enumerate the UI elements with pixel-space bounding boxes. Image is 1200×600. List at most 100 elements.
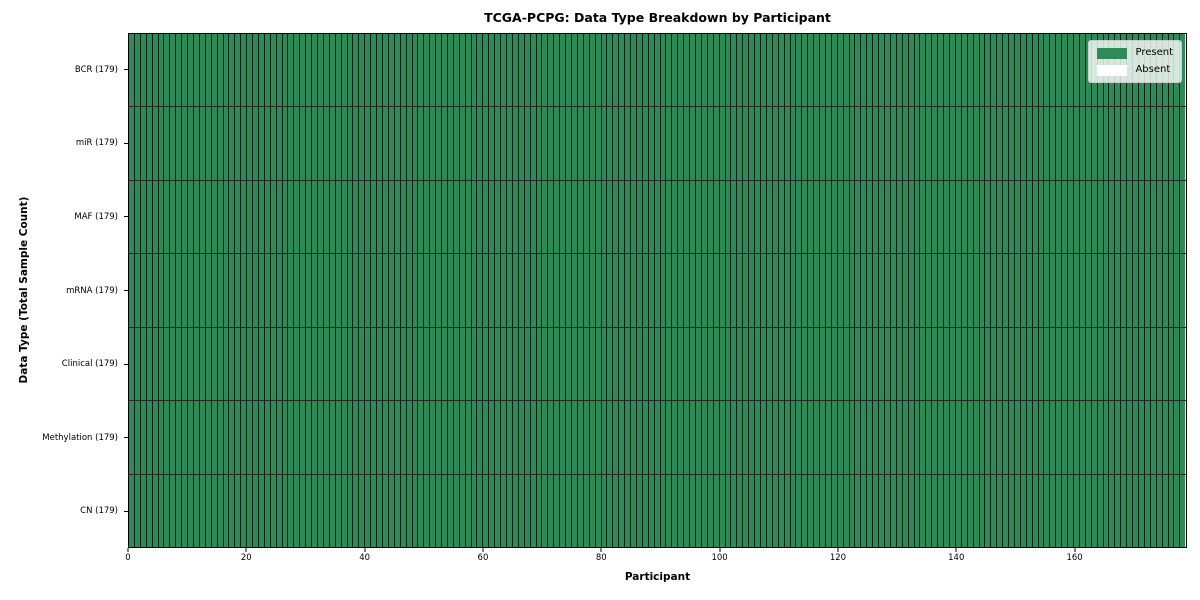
heatmap-cell [322,327,329,401]
heatmap-cell [317,180,323,254]
heatmap-cell [1090,401,1097,474]
heatmap-cell [399,327,406,401]
heatmap-cell [943,107,949,180]
heatmap-cell [187,254,193,327]
heatmap-cell [157,180,164,254]
heatmap-cell [677,254,684,327]
heatmap-cell [1143,107,1150,180]
heatmap-cell [535,180,542,254]
heatmap-cell [795,401,802,474]
heatmap-cell [594,474,601,547]
heatmap-cell [718,107,725,180]
heatmap-cell [1013,327,1020,401]
heatmap-cell [346,34,353,107]
heatmap-cell [494,107,501,180]
heatmap-cell [299,180,306,254]
heatmap-cell [1061,34,1068,107]
heatmap-cell [263,327,270,401]
heatmap-cell [328,327,335,401]
heatmap-cell [1067,327,1073,401]
heatmap-cell [925,327,932,401]
heatmap-cell [1090,180,1097,254]
heatmap-cell [222,254,229,327]
heatmap-cell [972,34,979,107]
heatmap-cell [884,107,890,180]
heatmap-cell [163,327,170,401]
heatmap-cell [1096,474,1103,547]
heatmap-cell [1108,327,1115,401]
heatmap-cell [1067,254,1073,327]
plot-area: Present Absent [128,33,1187,548]
heatmap-cell [594,34,601,107]
heatmap-cell [1043,180,1050,254]
heatmap-cell [1120,254,1127,327]
heatmap-cell [606,327,613,401]
heatmap-cell [570,327,577,401]
heatmap-cell [500,254,506,327]
heatmap-cell [748,474,755,547]
heatmap-cell [943,180,949,254]
heatmap-cell [305,107,312,180]
heatmap-cell [884,34,890,107]
heatmap-cell [830,34,837,107]
heatmap-cell [618,401,625,474]
heatmap-cell [842,34,849,107]
heatmap-cell [129,107,134,180]
heatmap-cell [724,401,731,474]
heatmap-cell [423,474,430,547]
heatmap-cell [1167,254,1174,327]
heatmap-cell [529,107,536,180]
heatmap-cell [783,327,790,401]
heatmap-cell [730,107,737,180]
heatmap-cell [1179,401,1186,474]
heatmap-cell [352,401,359,474]
heatmap-cell [281,34,288,107]
heatmap-cell [954,180,961,254]
heatmap-cell [187,107,193,180]
heatmap-cell [441,180,447,254]
heatmap-cell [517,180,524,254]
heatmap-cell [848,401,855,474]
heatmap-cell [281,327,288,401]
heatmap-cell [293,107,300,180]
heatmap-cell [1155,107,1162,180]
heatmap-cell [1167,327,1174,401]
heatmap-cell [807,327,814,401]
heatmap-cell [511,180,518,254]
heatmap-cell [458,107,465,180]
heatmap-row-miR [129,106,1186,180]
heatmap-cell [866,107,873,180]
heatmap-cell [1137,327,1144,401]
heatmap-cell [842,327,849,401]
heatmap-cell [1179,180,1186,254]
heatmap-cell [187,180,193,254]
heatmap-row-BCR [129,34,1186,107]
heatmap-cell [872,180,879,254]
heatmap-cell [204,107,211,180]
heatmap-cell [435,327,442,401]
heatmap-cell [411,474,418,547]
heatmap-cell [630,107,636,180]
heatmap-cell [754,327,760,401]
heatmap-cell [464,34,471,107]
heatmap-cell [1149,107,1156,180]
heatmap-cell [322,401,329,474]
heatmap-cell [1067,401,1073,474]
heatmap-cell [984,34,991,107]
heatmap-cell [317,401,323,474]
heatmap-cell [352,107,359,180]
heatmap-cell [210,107,217,180]
heatmap-cell [777,401,784,474]
heatmap-cell [346,180,353,254]
heatmap-cell [234,34,241,107]
heatmap-cell [346,401,353,474]
heatmap-cell [889,327,896,401]
heatmap-cell [612,401,619,474]
heatmap-cell [659,327,666,401]
heatmap-cell [305,180,312,254]
heatmap-cell [523,474,530,547]
heatmap-cell [405,107,412,180]
heatmap-cell [299,327,306,401]
heatmap-cell [559,254,566,327]
heatmap-cell [759,401,766,474]
